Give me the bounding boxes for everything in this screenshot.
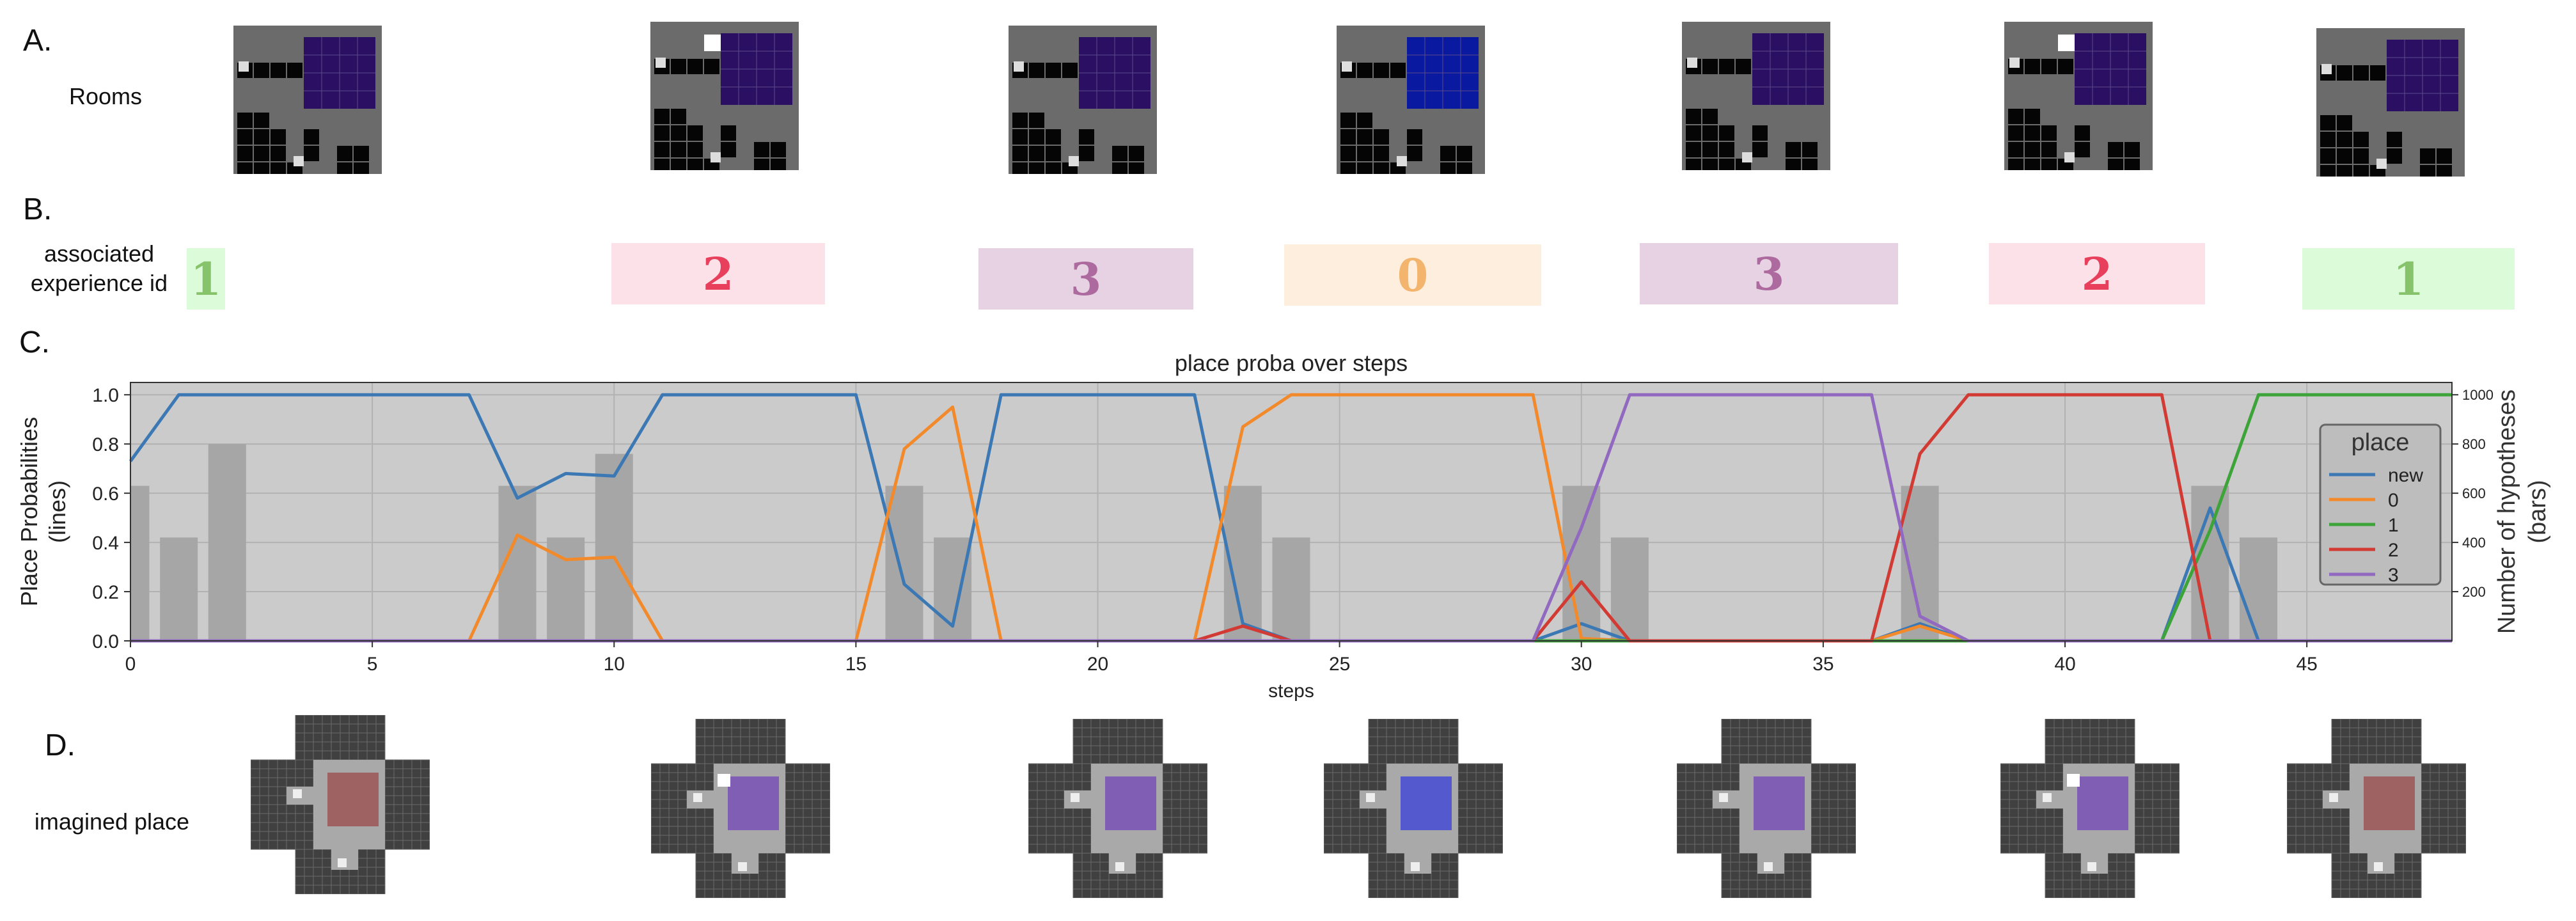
series-line-1 — [130, 393, 2452, 643]
experience-id-value: 3 — [1070, 252, 1102, 306]
y-tick-label: 0.0 — [92, 631, 119, 652]
x-tick-label: 20 — [1087, 654, 1108, 675]
legend-label: 3 — [2388, 565, 2399, 586]
series-line-0 — [130, 393, 2452, 643]
x-tick-label: 15 — [845, 654, 867, 675]
experience-id-value: 1 — [190, 252, 222, 306]
x-tick-label: 40 — [2054, 654, 2075, 675]
hypotheses-bar — [1272, 537, 1310, 641]
imagined-place-label: imagined place — [34, 808, 190, 835]
experience-id-value: 2 — [702, 247, 734, 301]
experience-id-label: associated experience id — [13, 239, 185, 298]
y2-tick-label: 200 — [2462, 584, 2486, 600]
room-thumbnail — [2004, 22, 2153, 170]
x-tick-label: 10 — [604, 654, 625, 675]
experience-id-value: 1 — [2392, 252, 2424, 306]
experience-id-box: 1 — [187, 248, 225, 310]
series-line-2 — [130, 393, 2452, 643]
imagined-place-map — [651, 719, 830, 898]
series-line-new — [129, 393, 2452, 643]
hypotheses-bar — [934, 537, 972, 641]
hypotheses-bar — [2240, 537, 2277, 641]
legend-label: 2 — [2388, 540, 2399, 561]
hypotheses-bar — [1562, 485, 1601, 641]
hypotheses-bar — [1901, 485, 1939, 641]
x-tick-label: 25 — [1329, 654, 1350, 675]
x-tick-label: 30 — [1571, 654, 1592, 675]
hypotheses-bar — [1610, 537, 1649, 641]
series-line-3 — [130, 393, 2452, 643]
room-thumbnail — [233, 26, 382, 174]
experience-id-box: 3 — [978, 248, 1193, 310]
experience-id-box: 3 — [1640, 243, 1898, 304]
experience-id-value: 0 — [1397, 248, 1429, 302]
y-tick-label: 0.8 — [92, 434, 119, 455]
hypotheses-bar — [547, 537, 585, 641]
room-thumbnail — [1337, 26, 1485, 174]
x-tick-label: 5 — [367, 654, 378, 675]
legend-label: 1 — [2388, 515, 2399, 536]
y2-axis-label: (bars) — [2524, 480, 2551, 543]
imagined-place-map — [1324, 719, 1503, 898]
legend-label: new — [2388, 465, 2423, 486]
experience-id-value: 3 — [1753, 247, 1785, 301]
section-a-label: A. — [23, 24, 52, 58]
legend-box — [2319, 423, 2442, 586]
chart-title: place proba over steps — [1175, 350, 1408, 376]
experience-id-value: 2 — [2081, 247, 2113, 301]
y2-tick-label: 1000 — [2462, 387, 2494, 403]
section-c-label: C. — [19, 326, 50, 359]
imagined-place-map — [1677, 719, 1856, 898]
section-b-label: B. — [23, 193, 52, 226]
y-tick-label: 0.4 — [92, 533, 119, 554]
imagined-place-map — [2287, 719, 2466, 898]
experience-id-box: 2 — [611, 243, 825, 304]
legend-title: place — [2352, 429, 2410, 456]
y2-tick-label: 600 — [2462, 485, 2486, 501]
y-tick-label: 0.2 — [92, 582, 119, 603]
hypotheses-bar — [160, 537, 198, 641]
legend: place new 0 1 2 3 — [2319, 423, 2442, 586]
room-thumbnail — [1009, 26, 1157, 174]
experience-id-box: 0 — [1284, 244, 1541, 306]
room-thumbnail — [2316, 28, 2465, 177]
x-tick-label: 35 — [1812, 654, 1834, 675]
hypotheses-bar — [2191, 485, 2229, 641]
hypotheses-bar — [595, 453, 633, 641]
y-tick-label: 0.6 — [92, 484, 119, 505]
y2-axis-label: Number of hypotheses — [2494, 390, 2520, 634]
rooms-label: Rooms — [68, 83, 143, 109]
imagined-place-map — [2000, 719, 2179, 898]
y-tick-label: 1.0 — [92, 385, 119, 406]
x-tick-label: 45 — [2296, 654, 2317, 675]
y-axis-label: (lines) — [44, 480, 70, 543]
legend-label: 0 — [2388, 490, 2399, 511]
hypotheses-bar — [498, 485, 537, 641]
experience-id-box: 1 — [2302, 248, 2515, 310]
hypotheses-bar — [208, 444, 246, 641]
experience-id-label-line1: associated — [43, 240, 155, 267]
imagined-place-map — [1028, 719, 1207, 898]
plot-area — [130, 382, 2452, 641]
plot-frame — [130, 382, 2453, 642]
x-axis-label: steps — [1268, 681, 1314, 702]
hypotheses-bar — [885, 485, 923, 641]
room-thumbnail — [650, 22, 799, 170]
y2-tick-label: 800 — [2462, 436, 2486, 452]
x-tick-label: 0 — [125, 654, 136, 675]
experience-id-box: 2 — [1989, 243, 2205, 304]
hypotheses-bar — [1223, 485, 1262, 641]
imagined-place-map — [251, 715, 430, 894]
hypotheses-bar — [130, 485, 150, 641]
section-d-label: D. — [45, 728, 75, 762]
y-axis-label: Place Probabilities — [16, 417, 42, 606]
y2-tick-label: 400 — [2462, 535, 2486, 551]
experience-id-label-line2: experience id — [30, 270, 168, 296]
room-thumbnail — [1682, 22, 1830, 170]
